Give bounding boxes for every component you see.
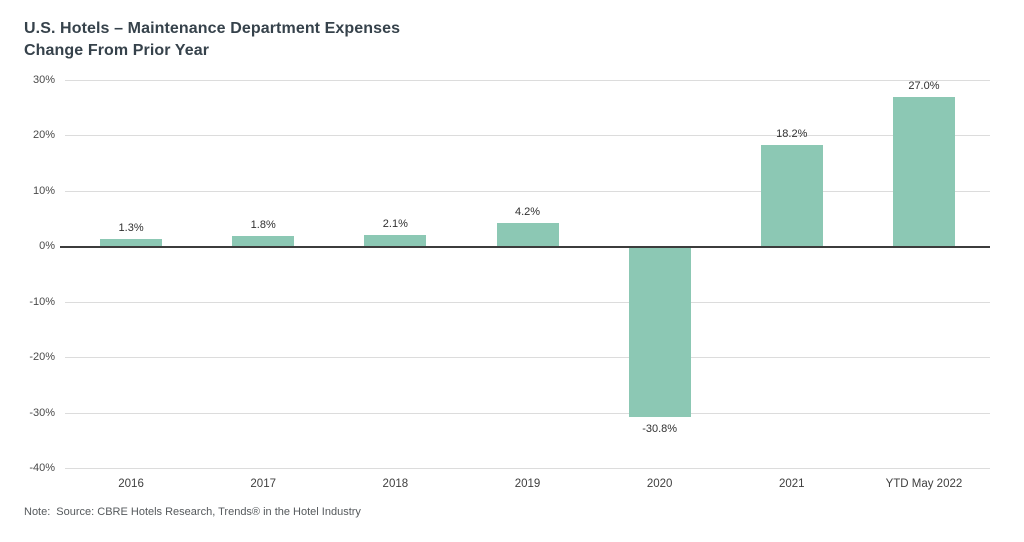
- y-tick-label: 30%: [32, 74, 55, 86]
- x-tick-label: 2017: [250, 478, 276, 490]
- y-tick-label: -30%: [29, 406, 55, 419]
- value-label-2018: 2.1%: [382, 217, 408, 230]
- gridline: [65, 190, 990, 192]
- x-tick-label: 2021: [778, 478, 805, 490]
- value-label-2016: 1.3%: [118, 222, 144, 235]
- gridline: [65, 357, 990, 359]
- x-tick-label: 2018: [382, 478, 409, 490]
- y-tick-label: -10%: [29, 295, 55, 308]
- gridline: [65, 135, 990, 137]
- gridline: [65, 412, 990, 414]
- chart-title-line2: Change From Prior Year: [24, 42, 210, 59]
- bar-2020: [628, 246, 691, 417]
- plot-area: 1.3% 1.8% 2.1% 4.2% -30.8% 18.2% 27.0%: [60, 79, 990, 469]
- y-tick-label: 20%: [32, 129, 55, 142]
- y-tick-label: -40%: [29, 462, 55, 474]
- bar-2016: [100, 239, 163, 247]
- y-axis-labels: 30% 20% 10% 0% -10% -20% -30% -40%: [0, 74, 55, 474]
- bar-2019: [496, 223, 559, 247]
- chart-title-line1: U.S. Hotels – Maintenance Department Exp…: [24, 20, 401, 37]
- value-label-2019: 4.2%: [514, 206, 541, 218]
- gridline: [65, 468, 990, 469]
- x-axis-labels: 2016 2017 2018 2019 2020 2021 YTD May 2022: [65, 478, 990, 494]
- zero-axis-line: [60, 246, 990, 248]
- y-tick-label: 10%: [32, 184, 55, 197]
- note-text: Source: CBRE Hotels Research, Trends® in…: [56, 506, 361, 518]
- value-label-2020: -30.8%: [642, 423, 678, 435]
- chart-title: U.S. Hotels – Maintenance Department Exp…: [24, 18, 400, 62]
- source-note: Note: Source: CBRE Hotels Research, Trend…: [24, 506, 361, 518]
- value-label-2021: 18.2%: [776, 128, 808, 141]
- gridline: [65, 80, 990, 81]
- bar-2017: [232, 236, 295, 247]
- x-tick-label: 2016: [118, 478, 144, 490]
- x-tick-label: YTD May 2022: [885, 478, 963, 490]
- x-tick-label: 2020: [646, 478, 673, 490]
- x-tick-label: 2019: [514, 478, 541, 490]
- gridline: [65, 301, 990, 303]
- bar-2021: [760, 145, 823, 247]
- y-tick-label: 0%: [39, 240, 55, 253]
- bar-ytd-may-2022: [892, 96, 955, 247]
- value-label-2017: 1.8%: [250, 219, 276, 232]
- value-label-ytd-may-2022: 27.0%: [908, 79, 940, 92]
- note-label: Note:: [24, 506, 51, 518]
- y-tick-label: -20%: [29, 351, 55, 364]
- bar-2018: [364, 234, 427, 247]
